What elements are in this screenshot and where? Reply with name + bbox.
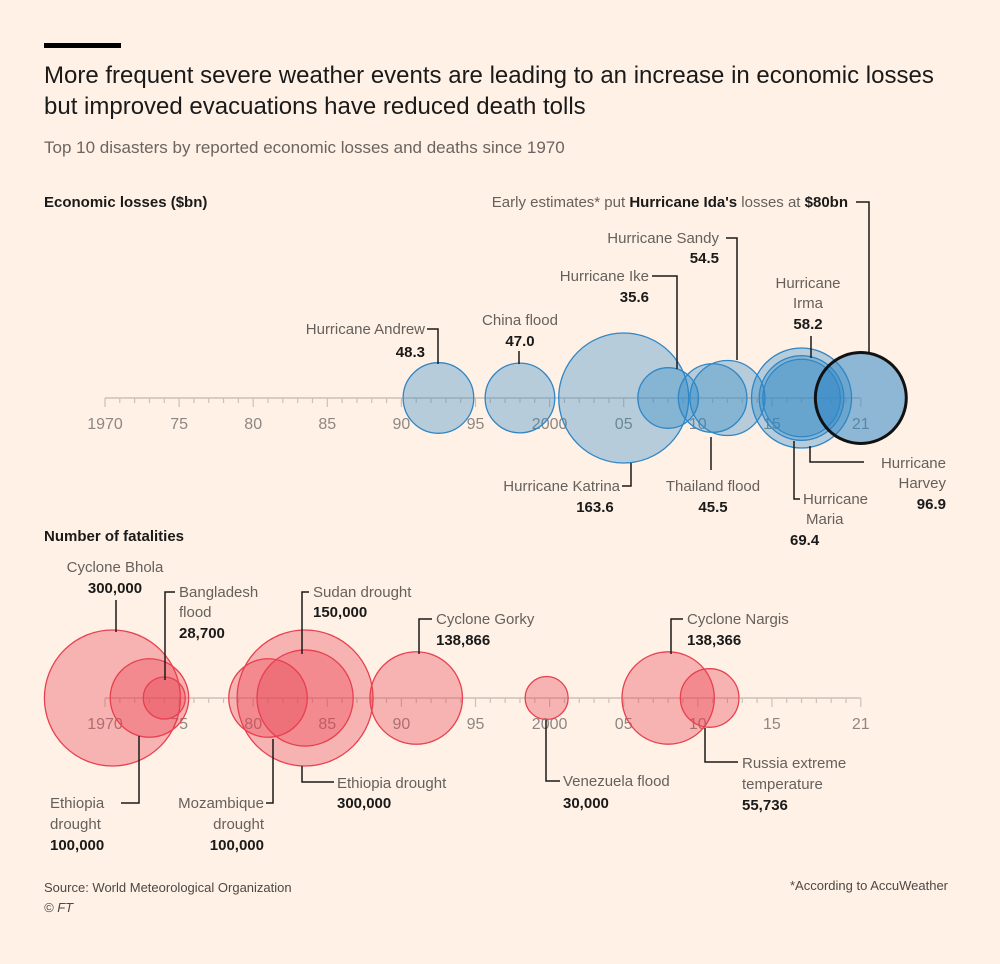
label-name-sudan: Sudan drought: [313, 584, 412, 601]
label-value-harvey: 96.9: [917, 496, 946, 513]
tick-label: 1970: [87, 416, 123, 433]
tick-label: 85: [318, 416, 336, 433]
tick-label: 95: [467, 716, 485, 733]
label-name-bhola: Cyclone Bhola: [67, 559, 164, 576]
label-name-ike: Hurricane Ike: [560, 268, 649, 285]
label-value-ethiopia-300k: 300,000: [337, 795, 391, 812]
label-value-ike: 35.6: [620, 289, 649, 306]
tick-label: 80: [244, 416, 262, 433]
bubble-sudan-drought: [257, 650, 353, 746]
label-value-irma: 58.2: [793, 316, 822, 333]
label-value-sandy: 54.5: [690, 250, 719, 267]
label-value-maria: 69.4: [790, 532, 820, 549]
leader-gorky: [419, 619, 432, 654]
label-value-katrina: 163.6: [576, 499, 614, 516]
label-name-maria-2: Maria: [806, 511, 844, 528]
label-name-harvey-2: Harvey: [898, 475, 946, 492]
tick-label: 75: [170, 416, 188, 433]
leader-nargis: [671, 619, 683, 654]
label-name-venezuela: Venezuela flood: [563, 773, 670, 790]
label-value-bangladesh: 28,700: [179, 625, 225, 642]
leader-russia: [705, 728, 738, 762]
bubble-cyclone-gorky: [370, 652, 463, 745]
label-name-andrew: Hurricane Andrew: [306, 321, 425, 338]
label-name-thailand: Thailand flood: [666, 478, 760, 495]
chart-page: More frequent severe weather events are …: [0, 0, 1000, 964]
label-name-russia-2: temperature: [742, 776, 823, 793]
label-name-ethiopia-300k: Ethiopia drought: [337, 775, 447, 792]
tick-label: 15: [763, 716, 781, 733]
label-name-china: China flood: [482, 312, 558, 329]
tick-label: 95: [467, 416, 485, 433]
tick-label: 21: [852, 716, 870, 733]
label-name-gorky: Cyclone Gorky: [436, 611, 535, 628]
bubble-hurricane-andrew: [403, 363, 474, 434]
label-value-ethiopia-100k: 100,000: [50, 837, 104, 854]
label-name-irma-1: Hurricane: [775, 275, 840, 292]
label-name-mozambique-2: drought: [213, 816, 265, 833]
label-name-mozambique-1: Mozambique: [178, 795, 264, 812]
copyright-text: © FT: [44, 898, 292, 918]
bubble-bangladesh-flood: [143, 677, 185, 719]
label-value-russia: 55,736: [742, 797, 788, 814]
label-name-katrina: Hurricane Katrina: [503, 478, 620, 495]
label-name-russia-1: Russia extreme: [742, 755, 846, 772]
label-value-bhola: 300,000: [88, 580, 142, 597]
footnote: *According to AccuWeather: [790, 878, 948, 893]
tick-label: 90: [393, 416, 411, 433]
leader-andrew: [427, 329, 438, 364]
bubble-china-flood: [485, 363, 555, 433]
label-value-thailand: 45.5: [698, 499, 727, 516]
bubble-russia-extreme-temperature: [680, 669, 739, 728]
label-value-gorky: 138,866: [436, 632, 490, 649]
leader-maria: [794, 441, 800, 499]
section-title-losses: Economic losses ($bn): [44, 194, 207, 211]
label-value-venezuela: 30,000: [563, 795, 609, 812]
leader-ida: [856, 202, 869, 352]
label-name-nargis: Cyclone Nargis: [687, 611, 789, 628]
label-value-sudan: 150,000: [313, 604, 367, 621]
leader-sandy: [726, 238, 737, 360]
leader-ethiopia-300k: [302, 766, 334, 782]
label-name-harvey-1: Hurricane: [881, 455, 946, 472]
label-value-china: 47.0: [505, 333, 534, 350]
label-value-mozambique: 100,000: [210, 837, 264, 854]
bubble-hurricane-ida: [815, 353, 906, 444]
section-title-fatalities: Number of fatalities: [44, 528, 184, 545]
source-note: Source: World Meteorological Organizatio…: [44, 878, 292, 918]
label-name-sandy: Hurricane Sandy: [607, 230, 719, 247]
label-name-maria-1: Hurricane: [803, 491, 868, 508]
label-value-andrew: 48.3: [396, 344, 425, 361]
label-name-bangladesh-1: Bangladesh: [179, 584, 258, 601]
bubble-venezuela-flood: [525, 676, 568, 719]
annotation-ida: Early estimates* put Hurricane Ida's los…: [492, 194, 848, 211]
label-name-ethiopia-100k-2: drought: [50, 816, 102, 833]
label-name-bangladesh-2: flood: [179, 604, 212, 621]
leader-katrina: [622, 463, 631, 486]
label-value-nargis: 138,366: [687, 632, 741, 649]
leader-harvey: [810, 446, 864, 462]
source-text: Source: World Meteorological Organizatio…: [44, 878, 292, 898]
label-name-ethiopia-100k-1: Ethiopia: [50, 795, 105, 812]
bubble-charts: Economic losses ($bn) Number of fatalitie…: [0, 0, 1000, 964]
label-name-irma-2: Irma: [793, 295, 824, 312]
